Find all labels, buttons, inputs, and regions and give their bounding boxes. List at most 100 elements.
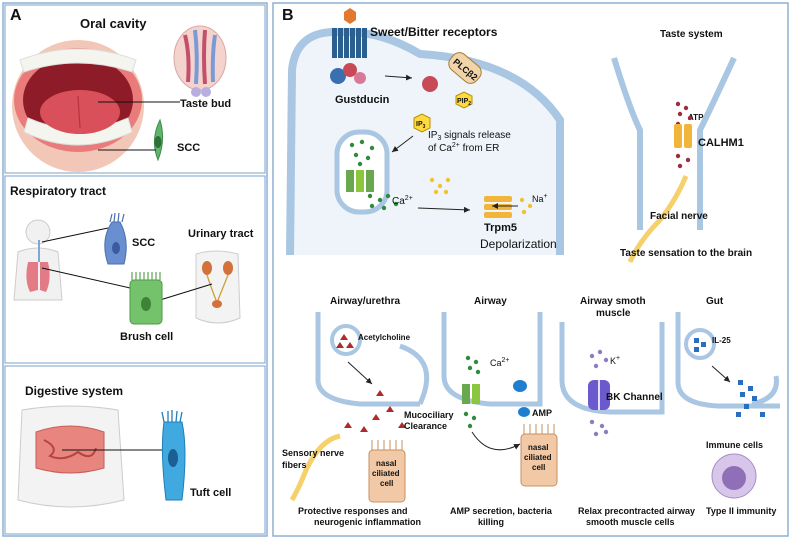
- taste-bud-label: Taste bud: [180, 98, 231, 110]
- na-label: Na+: [532, 193, 548, 204]
- bk-channel-icon: [588, 380, 610, 410]
- sensory-label-1: Sensory nerve: [282, 448, 344, 458]
- calhm1-channel-icon: [674, 124, 692, 148]
- pip2-label: PIP2: [457, 98, 471, 107]
- airway-ca-label: Ca2+: [490, 357, 510, 368]
- amp-icon: [518, 407, 530, 417]
- cell2-label-1: nasal: [528, 443, 548, 452]
- oral-title: Oral cavity: [80, 16, 147, 31]
- taste-cell-outline: [611, 56, 737, 230]
- airway-caption-2: killing: [478, 517, 504, 527]
- ach-arrow: [347, 361, 373, 385]
- digestive-title: Digestive system: [25, 384, 123, 398]
- urinary-title: Urinary tract: [188, 228, 254, 240]
- na-dots: [519, 197, 533, 215]
- airway-urethra-title: Airway/urethra: [330, 296, 400, 307]
- smooth-muscle-caption-2: smooth muscle cells: [586, 517, 675, 527]
- airway-caption-1: AMP secretion, bacteria: [450, 506, 553, 516]
- nasal-ciliated-cell-2: [520, 424, 558, 487]
- cell1-label-3: cell: [380, 479, 393, 488]
- immune-cell-icon: [711, 453, 757, 499]
- cell1-label-1: nasal: [376, 459, 396, 468]
- panel-a-letter: A: [10, 7, 22, 24]
- bk-channel-label: BK Channel: [606, 392, 663, 403]
- facial-nerve-label: Facial nerve: [650, 211, 708, 222]
- depolarization-label: Depolarization: [480, 237, 557, 251]
- gustducin-icon: [330, 63, 366, 84]
- cell1-label-2: ciliated: [372, 469, 400, 478]
- smooth-muscle-title-2: muscle: [596, 308, 631, 319]
- nasal-ciliated-cell-1: [368, 440, 406, 503]
- abdomen-intestine-illustration: [17, 405, 125, 508]
- released-il25-squares: [736, 380, 765, 417]
- brush-cell-icon: [129, 272, 163, 325]
- trpm5-label: Trpm5: [484, 222, 517, 234]
- oral-scc-label: SCC: [177, 142, 200, 154]
- il25-arrow: [711, 365, 731, 383]
- trpm5-channel-icon: [484, 196, 512, 218]
- sensory-nerve-fiber: [289, 433, 341, 502]
- tuft-cell-icon: [161, 410, 186, 501]
- ip3-hexagon-icon: [413, 113, 431, 133]
- mouth-illustration: [12, 40, 144, 172]
- er-ca-dots: [349, 139, 375, 167]
- airway-urethra-caption-2: neurogenic inflammation: [314, 517, 421, 527]
- il25-squares: [694, 338, 706, 352]
- taste-brain-label: Taste sensation to the brain: [620, 248, 752, 259]
- airway-urethra-caption-1: Protective responses and: [298, 506, 408, 516]
- pelvis-kidneys-illustration: [195, 250, 241, 324]
- resp-scc-leader: [41, 227, 109, 243]
- ip3-signal-label: IP3 signals release: [428, 130, 511, 142]
- extracellular-dots: [429, 177, 451, 195]
- released-triangles: [344, 390, 406, 432]
- ip3r-channel-icon: [346, 170, 374, 192]
- airway-urethra-epithelium: [315, 312, 430, 407]
- gut-caption: Type II immunity: [706, 506, 776, 516]
- taste-system-title: Taste system: [660, 29, 723, 40]
- amp-label: AMP: [532, 408, 552, 418]
- amp-arrow: [471, 431, 521, 451]
- gustducin-label: Gustducin: [335, 94, 390, 106]
- respiratory-title: Respiratory tract: [10, 184, 106, 198]
- smooth-muscle-caption-1: Relax precontracted airway: [578, 506, 695, 516]
- receptors-label: Sweet/Bitter receptors: [370, 25, 498, 39]
- tuft-cell-label: Tuft cell: [190, 487, 231, 499]
- ip3-arrow: [391, 135, 414, 153]
- panel-b-letter: B: [282, 7, 294, 24]
- oral-scc-nucleus: [154, 136, 162, 148]
- calhm1-label: CALHM1: [698, 137, 744, 149]
- calhm1-inner-dots: [675, 153, 691, 169]
- brush-cell-label: Brush cell: [120, 331, 173, 343]
- airway-ca-dots-top: [465, 355, 481, 375]
- taste-bud-illustration: [173, 25, 227, 97]
- il25-vesicle: [684, 328, 716, 360]
- smooth-muscle-title-1: Airway smoth: [580, 296, 646, 307]
- mucociliary-label-2: Clearance: [404, 421, 447, 431]
- gut-epithelium: [675, 312, 780, 409]
- torso-lungs-illustration: [13, 219, 63, 301]
- gpcr-receptor-icon: [332, 8, 367, 58]
- gustducin-arrow: [384, 74, 413, 81]
- amp-vesicle-icon: [513, 380, 527, 392]
- mucociliary-label-1: Mucociliary: [404, 410, 454, 420]
- airway-title: Airway: [474, 296, 507, 307]
- il25-label: IL-25: [712, 336, 731, 345]
- sensory-label-2: fibers: [282, 460, 307, 470]
- resp-scc-cell-icon: [104, 212, 127, 265]
- ca-label: Ca2+: [392, 195, 413, 207]
- k-dots-top: [589, 349, 609, 369]
- cytosol-ca-dots: [367, 193, 399, 211]
- ca-from-er-label: of Ca2+ from ER: [428, 142, 499, 154]
- airway-epithelium: [441, 312, 543, 407]
- atp-label: ATP: [688, 113, 704, 122]
- k-label: K+: [610, 355, 620, 366]
- k-dots-bottom: [589, 419, 609, 437]
- plcb2-complex-icon: [422, 52, 482, 109]
- smooth-muscle-epithelium: [559, 322, 665, 415]
- airway-ca-dots-bottom: [463, 411, 477, 429]
- resp-scc-label: SCC: [132, 237, 155, 249]
- panel-b: B Sweet/Bitter receptors Gustducin PLCβ2: [272, 2, 789, 537]
- ip3-label: IP3: [416, 121, 426, 130]
- ca-to-trpm5-arrow: [417, 206, 471, 213]
- brush-cell-leader-urinary: [159, 283, 213, 301]
